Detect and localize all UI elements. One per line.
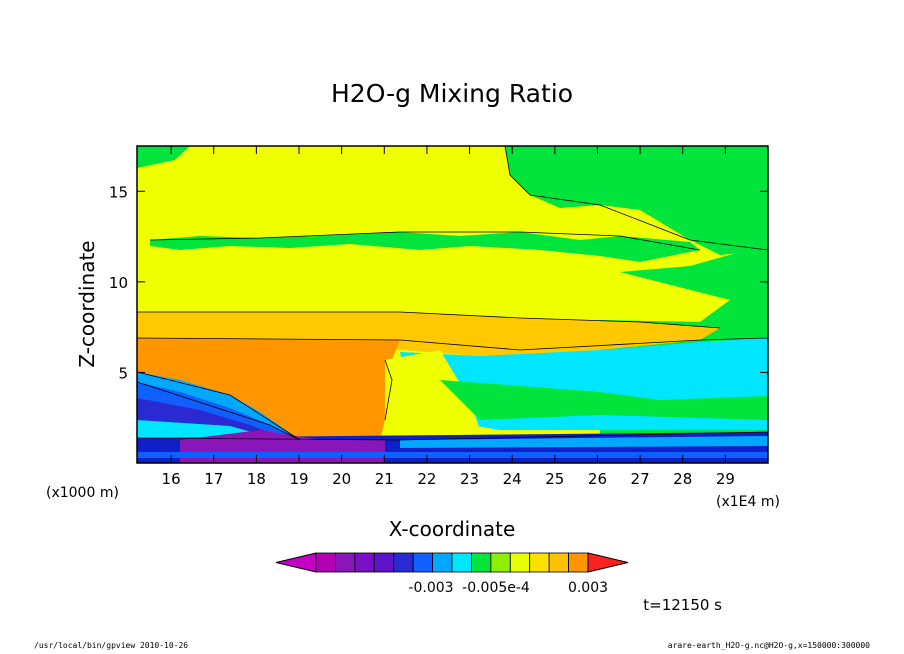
colorbar-swatch bbox=[373, 552, 395, 573]
green-streak bbox=[150, 232, 700, 262]
colorbar-label-2: 0.003 bbox=[568, 580, 608, 596]
footer-left: /usr/local/bin/gpview 2010-10-26 bbox=[34, 641, 189, 650]
colorbar-swatch bbox=[451, 552, 472, 573]
band-mid bbox=[137, 312, 720, 356]
contour-field bbox=[137, 146, 768, 463]
colorbar-swatch bbox=[335, 552, 356, 573]
colorbar-label-0: -0.003 bbox=[408, 580, 453, 596]
green-region-top-left bbox=[137, 146, 190, 168]
x-tick-label: 22 bbox=[417, 470, 436, 488]
colorbar-swatch bbox=[509, 552, 531, 573]
colorbar-swatch bbox=[354, 552, 375, 573]
x-axis-label: X-coordinate bbox=[389, 517, 516, 541]
colorbar-swatch bbox=[315, 552, 336, 573]
colorbar-swatch bbox=[412, 552, 433, 573]
contour-lines bbox=[137, 146, 768, 441]
x-tick-label: 26 bbox=[588, 470, 607, 488]
colorbar-swatch bbox=[432, 552, 453, 573]
x-tick-label: 25 bbox=[545, 470, 564, 488]
x-tick-label: 20 bbox=[332, 470, 351, 488]
x-tick-label: 19 bbox=[289, 470, 308, 488]
y-axis: 5 10 15 bbox=[109, 183, 768, 382]
colorbar-label-1: -0.005e-4 bbox=[462, 580, 530, 596]
x-tick-label: 21 bbox=[375, 470, 394, 488]
x-tick-label: 17 bbox=[204, 470, 223, 488]
surface-blue-strip bbox=[137, 452, 768, 458]
colorbar-arrow-right bbox=[587, 552, 629, 573]
x-unit-right: (x1E4 m) bbox=[716, 494, 780, 510]
band-plume bbox=[137, 338, 400, 440]
colorbar-swatch bbox=[393, 552, 414, 573]
x-unit-left: (x1000 m) bbox=[46, 485, 119, 501]
colorbar-swatch bbox=[471, 552, 492, 573]
chart-title: H2O-g Mixing Ratio bbox=[331, 79, 573, 108]
x-tick-label: 29 bbox=[716, 470, 735, 488]
colorbar-labels: -0.003 -0.005e-4 0.003 bbox=[408, 580, 608, 596]
x-tick-label: 27 bbox=[631, 470, 650, 488]
colorbar-swatch bbox=[568, 552, 589, 573]
fringe-green bbox=[440, 380, 768, 420]
green-region-top-right bbox=[505, 146, 768, 255]
colorbar-swatch bbox=[490, 552, 511, 573]
y-tick-label: 5 bbox=[118, 364, 128, 382]
time-label: t=12150 s bbox=[643, 596, 722, 614]
fringe-yellow bbox=[385, 350, 480, 440]
footer-right: arare-earth_H2O-g.nc@H2O-g,x=150000:3000… bbox=[667, 641, 870, 650]
plot-frame bbox=[136, 145, 769, 464]
y-tick-label: 15 bbox=[109, 183, 128, 201]
x-tick-label: 18 bbox=[247, 470, 266, 488]
surface-cyan-strip bbox=[400, 436, 768, 448]
x-tick-label: 28 bbox=[673, 470, 692, 488]
x-tick-label: 23 bbox=[460, 470, 479, 488]
colorbar bbox=[275, 552, 629, 573]
x-axis: 16 17 18 19 20 21 22 23 24 25 26 27 28 29 bbox=[162, 146, 735, 488]
colorbar-arrow-left bbox=[275, 552, 317, 573]
x-tick-label: 16 bbox=[162, 470, 181, 488]
colorbar-swatch bbox=[529, 552, 550, 573]
y-axis-label: Z-coordinate bbox=[75, 240, 99, 367]
x-tick-label: 24 bbox=[503, 470, 522, 488]
y-tick-label: 10 bbox=[109, 274, 128, 292]
colorbar-swatch bbox=[548, 552, 569, 573]
